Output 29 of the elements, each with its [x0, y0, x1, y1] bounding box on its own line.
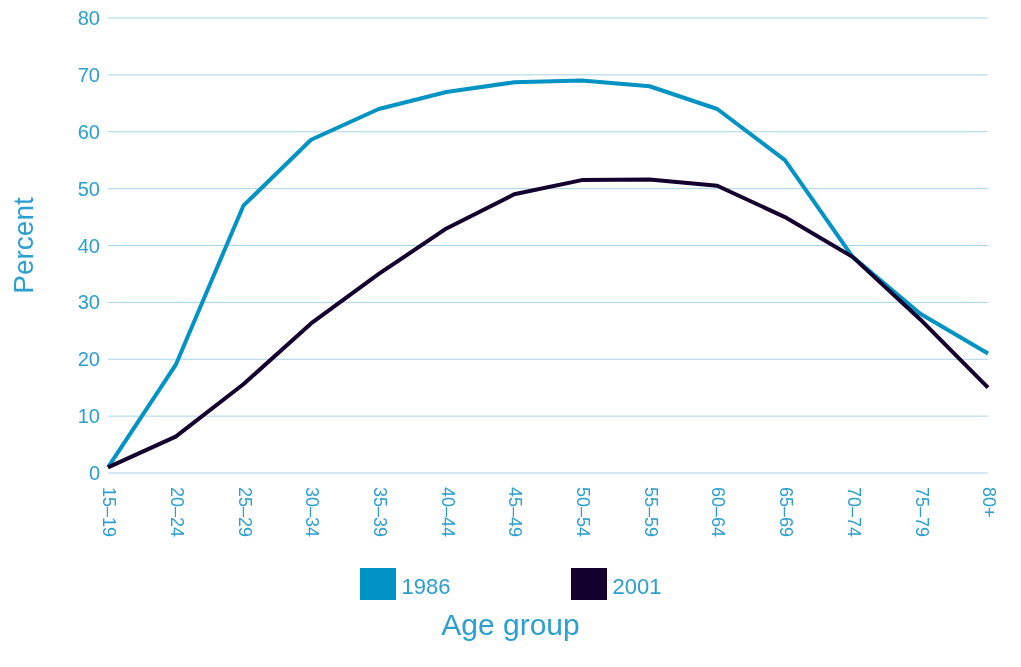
- y-tick-label: 20: [77, 348, 100, 371]
- x-tick-label: 35–39: [370, 487, 391, 538]
- x-tick-label: 15–19: [99, 487, 120, 538]
- line-series: [106, 78, 990, 470]
- x-tick-label: 65–69: [776, 487, 797, 538]
- y-tick-label: 40: [77, 234, 100, 257]
- y-tick-label: 50: [77, 177, 100, 200]
- x-tick-label: 25–29: [234, 487, 255, 538]
- x-tick-label: 40–44: [437, 487, 458, 538]
- y-tick-label: 60: [77, 120, 100, 143]
- legend-label: 2001: [612, 574, 662, 600]
- x-tick-label: 70–74: [843, 487, 864, 538]
- x-tick-label: 60–64: [708, 487, 729, 538]
- x-tick-label: 45–49: [505, 487, 526, 538]
- y-tick-label: 0: [88, 462, 100, 485]
- x-tick-label: 50–54: [573, 487, 594, 538]
- x-tick-label: 30–34: [302, 487, 323, 538]
- x-tick-label: 75–79: [911, 487, 932, 538]
- x-tick-label: 20–24: [166, 487, 187, 538]
- x-tick-label: 80+: [979, 487, 1000, 518]
- y-axis-title: Percent: [7, 197, 39, 294]
- legend-label: 1986: [401, 574, 451, 600]
- y-tick-label: 30: [77, 291, 100, 314]
- line-series: [106, 177, 990, 470]
- x-axis-title: Age group: [440, 608, 581, 642]
- y-tick-label: 70: [77, 63, 100, 86]
- x-tick-label: 55–59: [640, 487, 661, 538]
- y-tick-label: 10: [77, 405, 100, 428]
- y-tick-label: 80: [77, 7, 100, 30]
